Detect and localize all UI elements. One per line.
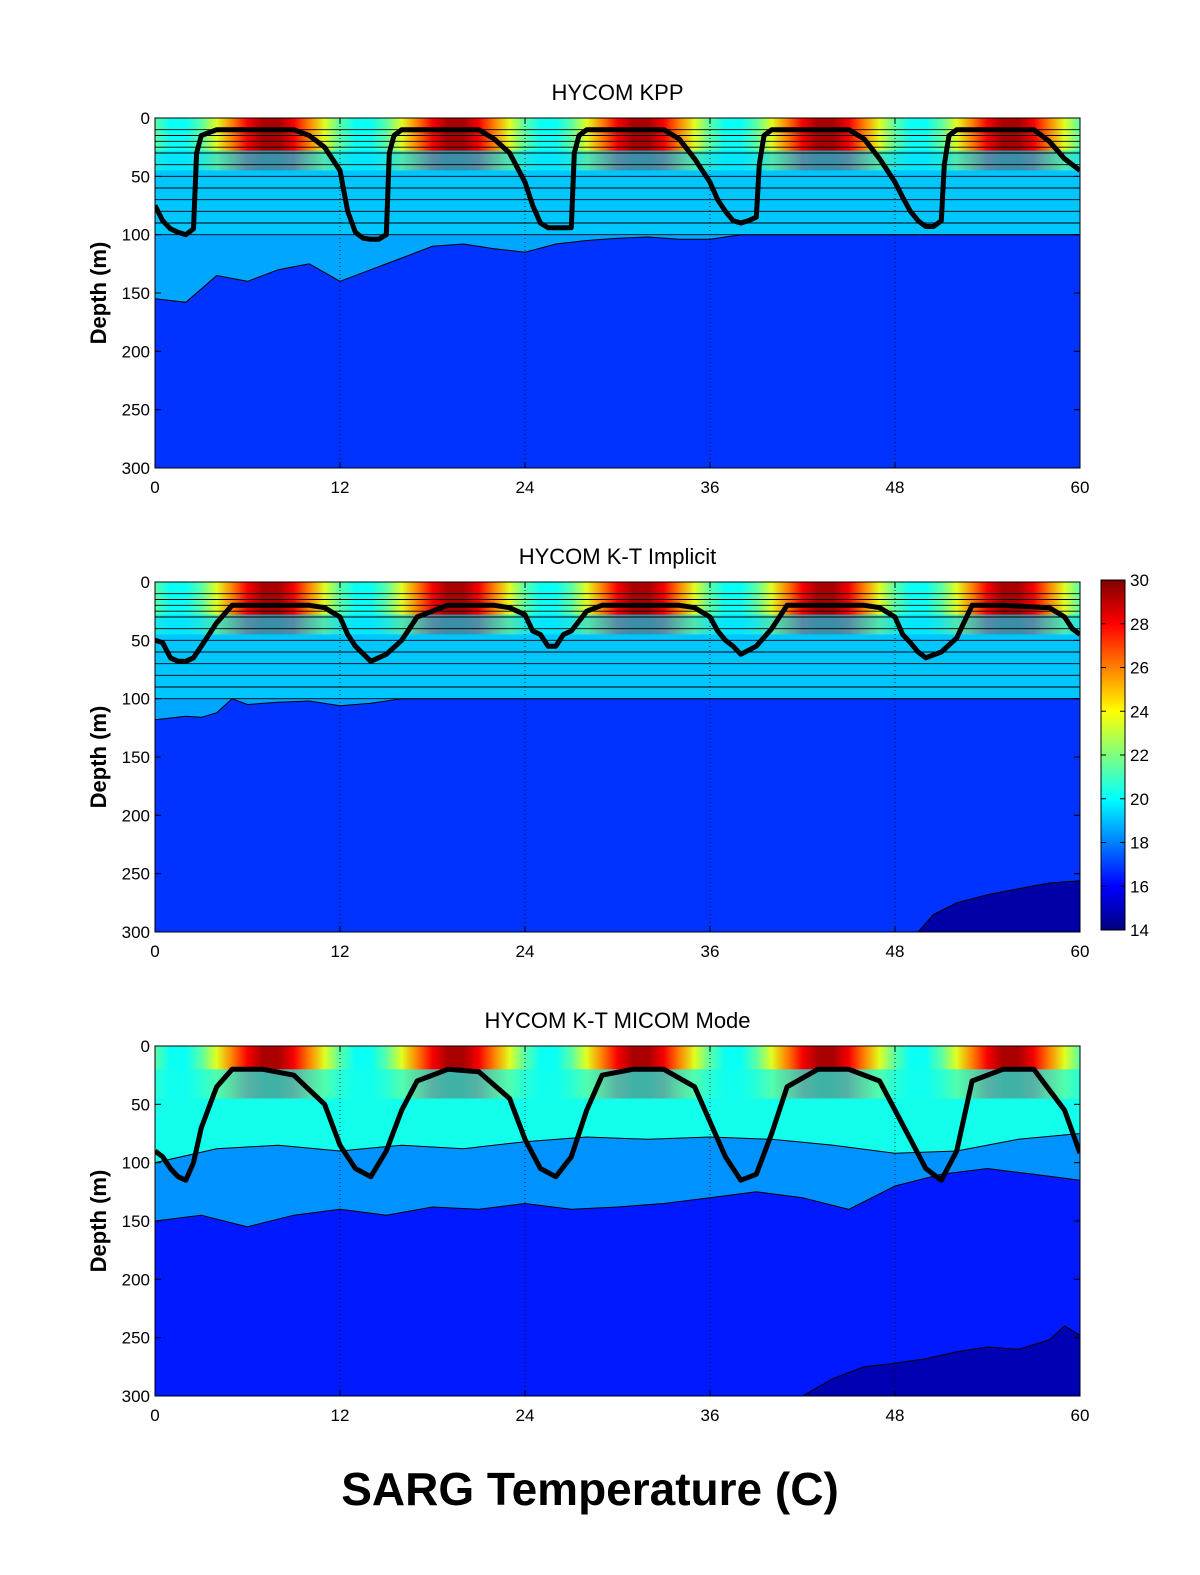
colorbar-tick-label: 20 xyxy=(1130,790,1149,809)
x-tick-label: 60 xyxy=(1071,942,1090,961)
y-tick-label: 100 xyxy=(122,226,150,245)
y-tick-label: 0 xyxy=(141,1037,150,1056)
x-tick-label: 24 xyxy=(516,478,535,497)
figure-title: SARG Temperature (C) xyxy=(341,1463,839,1515)
mixed-layer-depth-line xyxy=(155,127,1080,242)
y-axis-label: Depth (m) xyxy=(86,706,111,809)
panel-title: HYCOM K-T Implicit xyxy=(519,544,717,569)
y-tick-label: 0 xyxy=(141,573,150,592)
isotherm-line xyxy=(155,1167,1080,1228)
y-tick-label: 250 xyxy=(122,1329,150,1348)
isotherm-line xyxy=(155,1133,1080,1164)
colorbar-tick-label: 18 xyxy=(1130,834,1149,853)
plot-area xyxy=(155,118,1080,468)
mixed-layer-depth-line xyxy=(155,1066,1080,1183)
colorbar-tick-label: 14 xyxy=(1130,921,1149,940)
isotherm-line xyxy=(155,698,1080,721)
panel-kt-implicit: HYCOM K-T Implicit Depth (m) 0 12 24 36 48 60… xyxy=(86,544,1089,961)
x-tick-label: 48 xyxy=(886,942,905,961)
colorbar-tick-label: 30 xyxy=(1130,571,1149,590)
isotherm-line xyxy=(155,234,1080,303)
x-tick-label: 36 xyxy=(701,1406,720,1425)
colorbar-tick-label: 16 xyxy=(1130,877,1149,896)
surface-warm-band xyxy=(155,118,1080,151)
x-tick-label: 60 xyxy=(1071,1406,1090,1425)
x-tick-label: 24 xyxy=(516,942,535,961)
y-tick-label: 300 xyxy=(122,923,150,942)
isotherm-line xyxy=(802,1325,1080,1396)
y-tick-label: 250 xyxy=(122,865,150,884)
deep-cold-region xyxy=(802,1326,1080,1396)
y-tick-label: 200 xyxy=(122,342,150,361)
colorbar-tick-label: 24 xyxy=(1130,702,1149,721)
y-tick-label: 50 xyxy=(131,167,150,186)
isotherm-line xyxy=(917,880,1080,932)
panel-kpp: HYCOM KPP Depth (m) 0 12 24 36 48 60 0 50 100 150… xyxy=(86,80,1089,497)
surface-warm-band xyxy=(155,1046,1080,1070)
y-tick-label: 150 xyxy=(122,1212,150,1231)
colorbar-tick-label: 26 xyxy=(1130,659,1149,678)
panel-title: HYCOM K-T MICOM Mode xyxy=(484,1008,750,1033)
x-tick-label: 24 xyxy=(516,1406,535,1425)
x-tick-label: 0 xyxy=(150,478,159,497)
y-tick-label: 300 xyxy=(122,1387,150,1406)
deep-cold-region xyxy=(918,880,1080,932)
plot-area xyxy=(155,1046,1080,1396)
mixed-layer-depth-line xyxy=(155,602,1080,664)
x-tick-label: 60 xyxy=(1071,478,1090,497)
y-axis-label: Depth (m) xyxy=(86,242,111,345)
colorbar: 30 28 26 24 22 20 18 16 14 xyxy=(1100,571,1149,940)
y-tick-label: 250 xyxy=(122,401,150,420)
colorbar-tick-label: 22 xyxy=(1130,746,1149,765)
y-tick-label: 100 xyxy=(122,690,150,709)
x-tick-label: 48 xyxy=(886,1406,905,1425)
y-tick-label: 50 xyxy=(131,631,150,650)
colorbar-tick-label: 28 xyxy=(1130,615,1149,634)
y-tick-label: 200 xyxy=(122,1270,150,1289)
y-tick-label: 100 xyxy=(122,1154,150,1173)
x-tick-label: 12 xyxy=(331,942,350,961)
y-tick-label: 150 xyxy=(122,284,150,303)
surface-fade-band xyxy=(155,150,1080,171)
y-tick-label: 50 xyxy=(131,1095,150,1114)
x-tick-label: 12 xyxy=(331,478,350,497)
y-tick-label: 150 xyxy=(122,748,150,767)
x-tick-label: 0 xyxy=(150,1406,159,1425)
x-tick-label: 36 xyxy=(701,478,720,497)
x-tick-label: 12 xyxy=(331,1406,350,1425)
y-tick-label: 300 xyxy=(122,459,150,478)
plot-area xyxy=(155,582,1080,932)
x-tick-label: 36 xyxy=(701,942,720,961)
y-axis-label: Depth (m) xyxy=(86,1170,111,1273)
x-tick-label: 0 xyxy=(150,942,159,961)
intermediate-band xyxy=(155,692,1080,720)
surface-fade-band xyxy=(155,614,1080,635)
surface-warm-band xyxy=(155,582,1080,615)
y-tick-label: 0 xyxy=(141,109,150,128)
y-tick-label: 200 xyxy=(122,806,150,825)
intermediate-band xyxy=(155,228,1080,303)
panel-title: HYCOM KPP xyxy=(551,80,683,105)
panel-kt-micom: HYCOM K-T MICOM Mode Depth (m) 0 12 24 36 48… xyxy=(86,1008,1089,1425)
x-tick-label: 48 xyxy=(886,478,905,497)
thermocline-band xyxy=(155,634,1080,699)
